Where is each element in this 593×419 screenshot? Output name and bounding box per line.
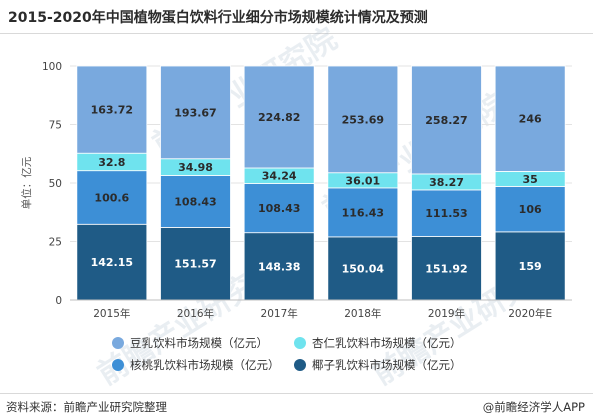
y-tick-label: 75 (49, 120, 62, 132)
x-tick-label: 2017年 (261, 307, 298, 320)
data-label: 100.6 (94, 191, 129, 204)
data-label: 108.43 (174, 195, 216, 208)
legend-label: 核桃乳饮料市场规模（亿元） (130, 358, 280, 372)
data-label: 106 (519, 203, 542, 216)
bar-segment-coconut (411, 236, 482, 301)
bar-segment-soy (76, 65, 148, 154)
data-label: 258.27 (425, 114, 467, 127)
footer-divider (0, 393, 593, 394)
y-tick-label: 25 (49, 237, 62, 249)
bar-segment-coconut (494, 231, 566, 301)
bar-segment-soy (243, 65, 315, 169)
data-label: 151.92 (425, 262, 467, 275)
x-tick-label: 2018年 (344, 307, 381, 320)
axes-layer: 0 25 50 75 100 单位：亿元 2015年 2016年 2017年 2018年 2019年… (20, 61, 572, 320)
stacked-bar-chart: 前瞻产业研究院前瞻产业研究院前瞻产业研究院前瞻产业研究院 142.15100.6… (20, 21, 572, 392)
data-label: 224.82 (258, 111, 300, 124)
data-label: 32.8 (98, 156, 125, 169)
bar-segment-walnut (327, 187, 399, 238)
bar-segment-walnut (243, 183, 315, 234)
data-label: 35 (523, 173, 538, 186)
bar-segment-soy (327, 65, 399, 174)
brand-credit: @前瞻经济学人APP (482, 400, 585, 414)
data-label: 111.53 (425, 207, 467, 220)
legend-label: 椰子乳饮料市场规模（亿元） (312, 358, 462, 372)
data-label: 116.43 (342, 206, 384, 219)
y-tick-label: 100 (42, 61, 62, 73)
data-label: 108.43 (258, 202, 300, 215)
bar-segment-coconut (160, 227, 231, 301)
legend-label: 豆乳饮料市场规模（亿元） (130, 336, 268, 350)
data-label: 151.57 (174, 258, 216, 271)
chart-title: 2015-2020年中国植物蛋白饮料行业细分市场规模统计情况及预测 (8, 10, 428, 26)
legend-marker-almond (294, 337, 306, 349)
legend-marker-coconut (294, 359, 306, 371)
data-label: 34.98 (178, 161, 213, 174)
legend-marker-walnut (112, 359, 124, 371)
bars-layer: 142.15 100.6 32.8 163.72 151.57 108.43 34.98 19… (76, 65, 566, 301)
bar-segment-soy (411, 65, 482, 175)
bar-segment-soy (160, 65, 231, 160)
data-label: 148.38 (258, 260, 300, 273)
x-tick-label: 2016年 (177, 307, 214, 320)
legend-marker-soy (112, 337, 124, 349)
data-label: 150.04 (342, 262, 385, 275)
data-label: 159 (519, 260, 542, 273)
data-label: 36.01 (345, 174, 380, 187)
y-tick-label: 50 (49, 178, 62, 190)
data-label: 253.69 (342, 113, 384, 126)
x-tick-label: 2015年 (93, 307, 130, 320)
legend-label: 杏仁乳饮料市场规模（亿元） (312, 336, 462, 350)
source-note: 资料来源：前瞻产业研究院整理 (6, 400, 167, 414)
x-tick-label: 2020年E (508, 307, 552, 320)
legend: 豆乳饮料市场规模（亿元） 杏仁乳饮料市场规模（亿元） 核桃乳饮料市场规模（亿元） 椰子… (112, 336, 462, 372)
x-tick-label: 2019年 (428, 307, 465, 320)
data-label: 163.72 (91, 104, 133, 117)
y-axis-title: 单位：亿元 (20, 156, 33, 209)
data-label: 38.27 (429, 176, 464, 189)
data-label: 193.67 (174, 106, 216, 119)
bar-segment-soy (494, 65, 566, 172)
data-label: 246 (519, 113, 542, 126)
bar-segment-coconut (327, 236, 399, 301)
y-tick-label: 0 (55, 295, 62, 307)
data-label: 34.24 (262, 170, 297, 183)
data-label: 142.15 (91, 256, 133, 269)
bar-segment-walnut (160, 175, 231, 228)
title-divider (0, 33, 593, 34)
